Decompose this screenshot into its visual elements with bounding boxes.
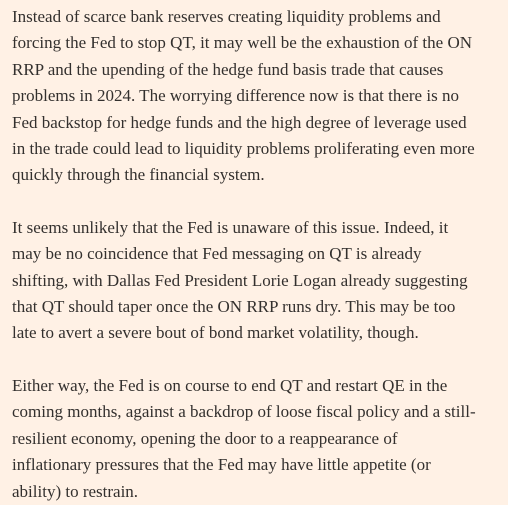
text-line: It seems unlikely that the Fed is unawar… [12, 217, 449, 237]
article-body: Instead of scarce bank reserves creating… [12, 4, 496, 505]
paragraph: It seems unlikely that the Fed is unawar… [12, 215, 496, 347]
text-line: in the trade could lead to liquidity pro… [12, 139, 475, 159]
text-line: resilient economy, opening the door to a… [12, 428, 398, 448]
text-line: quickly through the financial system. [12, 165, 265, 185]
text-line: late to avert a severe bout of bond mark… [12, 323, 419, 343]
text-line: RRP and the upending of the hedge fund b… [12, 59, 444, 79]
text-line: forcing the Fed to stop QT, it may well … [12, 33, 473, 53]
text-line: problems in 2024. The worrying differenc… [12, 86, 459, 106]
text-line: may be no coincidence that Fed messaging… [12, 244, 422, 264]
text-line: shifting, with Dallas Fed President Lori… [12, 270, 468, 290]
text-line: coming months, against a backdrop of loo… [12, 402, 476, 422]
paragraph: Either way, the Fed is on course to end … [12, 373, 496, 505]
text-line: inflationary pressures that the Fed may … [12, 455, 431, 475]
text-line: ability) to restrain. [12, 481, 139, 501]
text-line: Fed backstop for hedge funds and the hig… [12, 112, 467, 132]
text-line: that QT should taper once the ON RRP run… [12, 297, 456, 317]
text-line: Either way, the Fed is on course to end … [12, 375, 448, 395]
paragraph: Instead of scarce bank reserves creating… [12, 4, 496, 189]
text-line: Instead of scarce bank reserves creating… [12, 7, 441, 26]
